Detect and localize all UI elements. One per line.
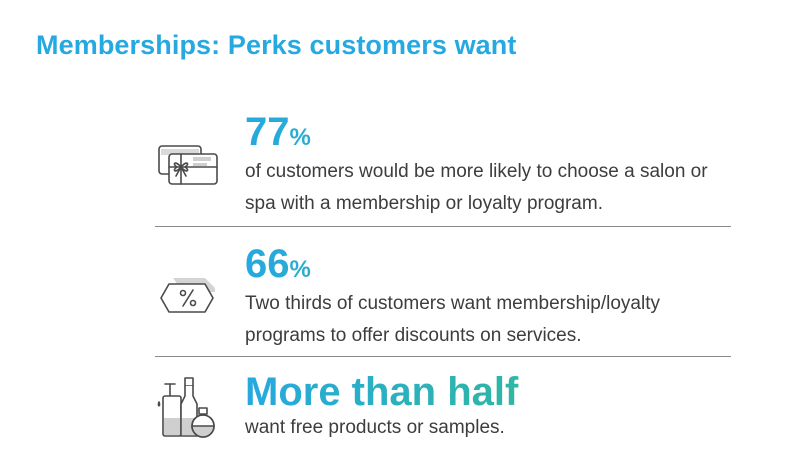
stat-description: Two thirds of customers want membership/… [245, 293, 660, 346]
divider [155, 226, 731, 227]
stat-value: 77% [245, 112, 735, 152]
page-title: Memberships: Perks customers want [36, 30, 517, 60]
divider [155, 356, 731, 357]
gift-card-icon [155, 142, 223, 202]
product-bottles-icon [155, 374, 223, 440]
stat-block-free-products: More than half want free products or sam… [155, 372, 731, 452]
discount-tag-icon [155, 266, 223, 326]
stat-value: 66% [245, 244, 735, 284]
stat-block-discounts: 66% Two thirds of customers want members… [155, 244, 731, 346]
stat-description: of customers would be more likely to cho… [245, 161, 708, 214]
stat-value: More than half [245, 372, 735, 412]
stat-block-loyalty-choice: 77% of customers would be more likely to… [155, 112, 731, 214]
stat-description: want free products or samples. [245, 417, 505, 438]
